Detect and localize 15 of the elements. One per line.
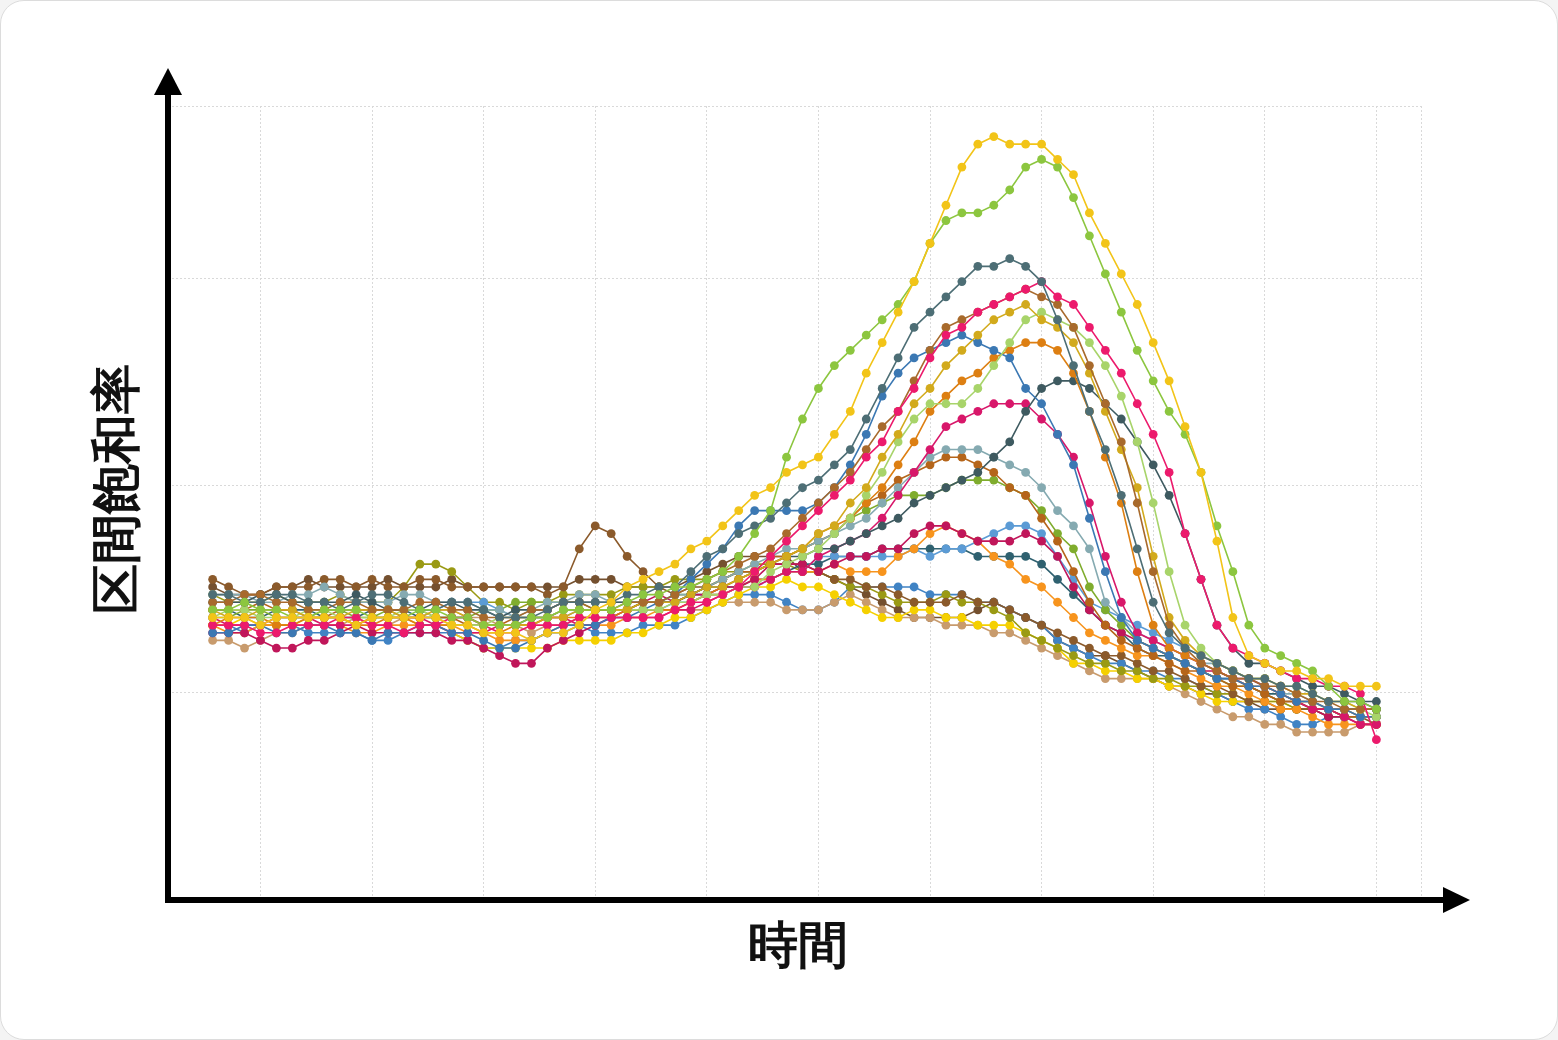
point xyxy=(877,552,887,561)
point xyxy=(1037,506,1046,516)
point xyxy=(1037,529,1046,538)
point xyxy=(1021,521,1031,531)
point xyxy=(1085,582,1094,592)
point xyxy=(1053,529,1062,538)
point xyxy=(1005,521,1015,531)
y-axis-title: 区間飽和率 xyxy=(87,364,145,614)
point xyxy=(925,552,935,561)
x-axis-title: 時間 xyxy=(747,916,848,974)
point xyxy=(989,475,999,485)
point xyxy=(989,529,999,538)
point xyxy=(909,490,919,500)
point xyxy=(1069,544,1078,554)
point xyxy=(511,597,520,607)
